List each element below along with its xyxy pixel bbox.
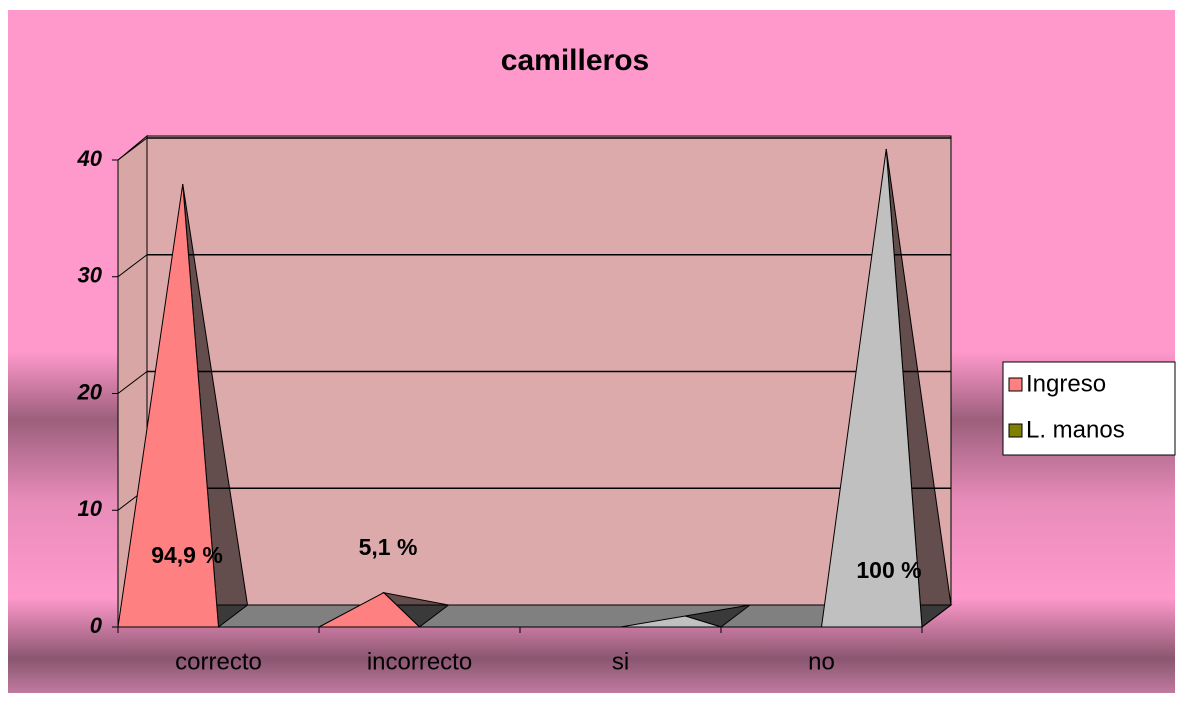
legend bbox=[1002, 361, 1176, 456]
x-tick-label: no bbox=[808, 648, 835, 675]
legend-label: L. manos bbox=[1026, 416, 1125, 443]
y-tick-label: 30 bbox=[78, 263, 103, 288]
x-tick-label: si bbox=[612, 648, 629, 675]
pyramid bbox=[620, 615, 722, 628]
data-annotation: 100 % bbox=[856, 557, 921, 583]
y-tick-label: 20 bbox=[77, 379, 103, 404]
data-annotation: 5,1 % bbox=[359, 534, 418, 560]
pyramid bbox=[820, 148, 923, 628]
y-tick-label: 10 bbox=[78, 496, 103, 521]
pyramid bbox=[117, 183, 220, 628]
back-wall bbox=[146, 135, 952, 606]
pyramid bbox=[318, 592, 421, 628]
data-annotation: 94,9 % bbox=[151, 542, 223, 568]
x-tick-label: incorrecto bbox=[367, 648, 472, 675]
y-tick-label: 40 bbox=[77, 146, 103, 171]
x-tick-label: correcto bbox=[175, 648, 262, 675]
grid-line bbox=[117, 254, 148, 278]
legend-swatch bbox=[1008, 423, 1023, 438]
chart-title: camilleros bbox=[501, 44, 649, 77]
legend-swatch bbox=[1008, 377, 1023, 392]
grid-line bbox=[117, 371, 148, 394]
legend-label: Ingreso bbox=[1026, 370, 1106, 397]
grid-line bbox=[117, 137, 148, 161]
y-tick-label: 0 bbox=[90, 613, 103, 638]
